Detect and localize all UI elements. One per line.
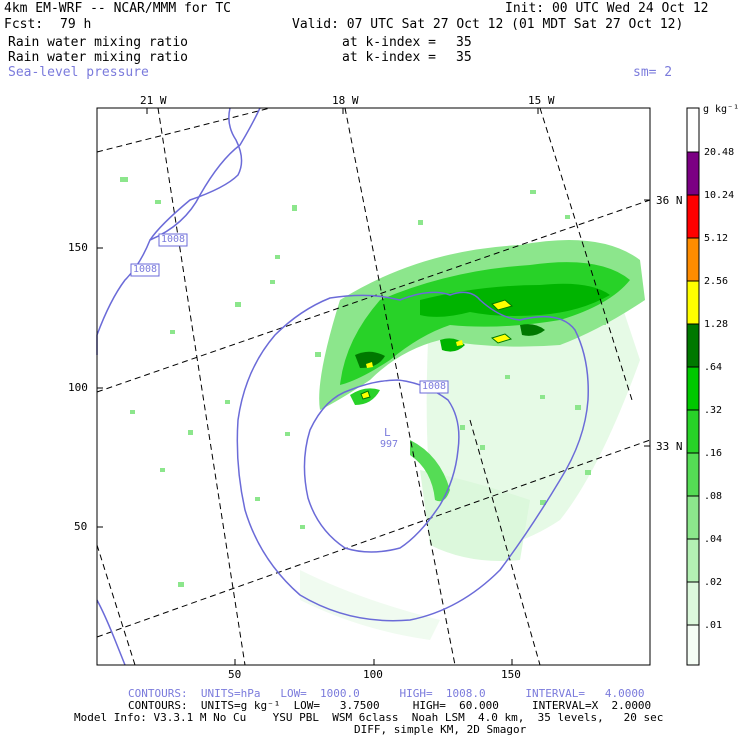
lat-label-36n: 36 N (656, 194, 683, 207)
isobar-label-box-2 (130, 263, 160, 277)
smoothing-label: sm= 2 (633, 65, 673, 80)
isobar-contours (96, 107, 589, 666)
isobar-label-1: 1008 (161, 234, 186, 245)
y-tick-150: 150 (68, 241, 88, 254)
colorbar-label: 20.48 (704, 147, 735, 158)
colorbar-label: 5.12 (704, 233, 729, 244)
isobar-label-2: 1008 (133, 264, 158, 275)
colorbar-label: .04 (704, 534, 723, 545)
colorbar-label: .32 (704, 405, 723, 416)
colorbar-label: .08 (704, 491, 723, 502)
colorbar-label: 1.28 (704, 319, 729, 330)
colorbar-swatch (686, 581, 700, 626)
colorbar-swatch (686, 538, 700, 583)
colorbar-label: .16 (704, 448, 723, 459)
isobar-label-3: 1008 (422, 381, 447, 392)
colorbar-unit: g kg⁻¹ (703, 104, 740, 115)
colorbar-swatch (686, 194, 700, 239)
colorbar-label: .01 (704, 620, 723, 631)
lat-label-33n: 33 N (656, 440, 683, 453)
x-tick-50: 50 (228, 668, 242, 681)
colorbar-swatch (686, 452, 700, 497)
colorbar-swatch (686, 366, 700, 411)
axis-ticks (97, 108, 650, 665)
low-pressure-marker: L (384, 426, 391, 439)
init-time: Init: 00 UTC Wed 24 Oct 12 (505, 1, 709, 16)
colorbar-swatch (686, 495, 700, 540)
model-info: Model Info: V3.3.1 M No Cu YSU PBL WSM 6… (74, 711, 664, 724)
colorbar-label: .02 (704, 577, 723, 588)
y-tick-100: 100 (68, 381, 88, 394)
diffusion-info: DIFF, simple KM, 2D Smagor (354, 723, 527, 736)
lon-label-21w: 21 W (140, 94, 167, 107)
field-2-name: Rain water mixing ratio (8, 50, 189, 65)
y-tick-50: 50 (74, 520, 88, 533)
contours-slp-info: CONTOURS: UNITS=hPa LOW= 1000.0 HIGH= 10… (128, 687, 645, 700)
forecast-label: Fcst: (4, 17, 44, 32)
field-1-k: 35 (456, 35, 472, 50)
lon-label-18w: 18 W (332, 94, 359, 107)
lon-label-15w: 15 W (528, 94, 555, 107)
colorbar-swatch (686, 624, 700, 666)
field-3-name: Sea-level pressure (8, 65, 149, 80)
isobar-label-box-1 (158, 233, 188, 247)
contours-rain-info: CONTOURS: UNITS=g kg⁻¹ LOW= 3.7500 HIGH=… (128, 699, 652, 712)
colorbar-swatch (686, 323, 700, 368)
x-tick-150: 150 (501, 668, 521, 681)
isobar-label-box-3 (419, 380, 449, 394)
low-pressure-value: 997 (380, 439, 399, 450)
colorbar-label: 10.24 (704, 190, 735, 201)
colorbar-label: .64 (704, 362, 723, 373)
colorbar-swatch (686, 409, 700, 454)
field-2-k: 35 (456, 50, 472, 65)
field-1-name: Rain water mixing ratio (8, 35, 189, 50)
rain-shading (120, 177, 645, 640)
field-1-level-label: at k-index = (342, 35, 436, 50)
colorbar-swatch (686, 151, 700, 196)
model-title: 4km EM-WRF -- NCAR/MMM for TC (4, 1, 231, 16)
forecast-hour: 79 h (60, 17, 92, 32)
colorbar-swatch (686, 280, 700, 325)
colorbar-label: 2.56 (704, 276, 729, 287)
valid-time: Valid: 07 UTC Sat 27 Oct 12 (01 MDT Sat … (292, 17, 684, 32)
colorbar-swatch (686, 237, 700, 282)
colorbar (686, 107, 700, 666)
field-2-level-label: at k-index = (342, 50, 436, 65)
x-tick-100: 100 (363, 668, 383, 681)
